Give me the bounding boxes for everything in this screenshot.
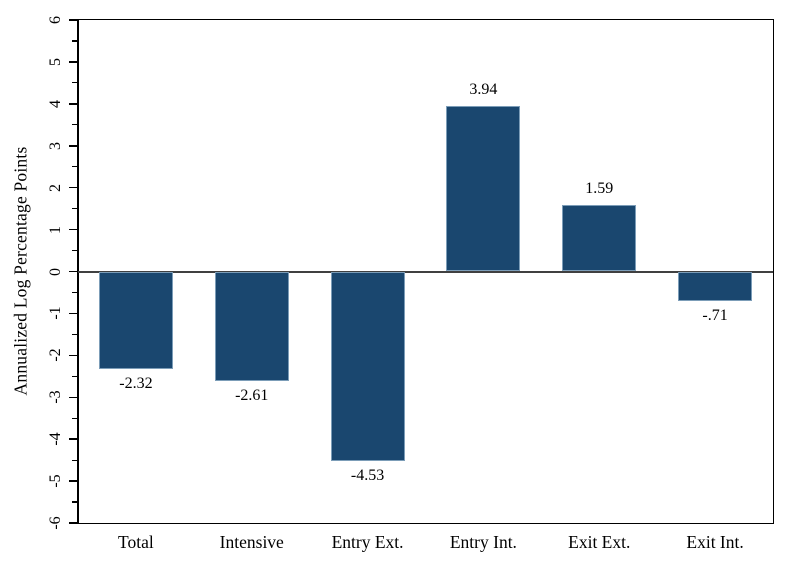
y-tick-label: 3 (47, 141, 64, 150)
bar-value-label-total: -2.32 (119, 374, 153, 392)
y-tick-label: -6 (47, 516, 64, 530)
bar-value-label-exit-ext: 1.59 (585, 179, 614, 197)
y-major-tick (69, 186, 77, 189)
y-major-tick (69, 354, 77, 357)
y-major-tick (69, 312, 77, 315)
bar-value-label-exit-int: -.71 (702, 307, 728, 325)
y-tick-label: 0 (47, 267, 64, 276)
y-minor-tick (72, 375, 77, 377)
x-tick-label-exit-int: Exit Int. (686, 532, 744, 552)
x-tick-label-entry-ext: Entry Ext. (331, 532, 404, 552)
y-minor-tick (72, 501, 77, 503)
bar-entry-ext (330, 271, 405, 462)
bar-value-label-entry-int: 3.94 (469, 81, 498, 99)
x-tick-label-exit-ext: Exit Ext. (568, 532, 631, 552)
y-tick-label: -5 (47, 474, 64, 488)
y-major-tick (69, 522, 77, 524)
y-major-tick (69, 228, 77, 231)
y-tick-label: 2 (47, 183, 64, 192)
y-major-tick (69, 396, 77, 398)
y-minor-tick (72, 124, 77, 126)
bar-exit-ext (562, 204, 637, 272)
x-tick-label-entry-int: Entry Int. (449, 532, 517, 552)
bar-intensive (214, 271, 289, 381)
y-tick-label: 1 (47, 225, 64, 234)
y-major-tick (69, 438, 77, 440)
y-tick-label: -3 (47, 390, 64, 404)
bar-exit-int (678, 271, 753, 302)
y-tick-label: -2 (47, 348, 64, 362)
y-minor-tick (72, 166, 77, 168)
y-tick-label: 6 (47, 16, 64, 24)
x-tick-label-total: Total (118, 532, 154, 552)
y-tick-label: 4 (47, 99, 64, 108)
y-minor-tick (72, 459, 77, 461)
y-tick-label: -4 (47, 432, 64, 446)
y-major-tick (69, 270, 77, 273)
y-minor-tick (72, 249, 77, 252)
bar-value-label-entry-ext: -4.53 (350, 467, 385, 485)
y-minor-tick (72, 208, 77, 210)
bar-entry-int (446, 106, 521, 272)
y-minor-tick (72, 333, 77, 335)
y-minor-tick (72, 40, 77, 42)
y-major-tick (69, 103, 77, 105)
y-minor-tick (72, 291, 77, 294)
y-major-tick (69, 480, 77, 482)
y-tick-label: -1 (47, 306, 64, 321)
y-minor-tick (72, 417, 77, 419)
zero-line (78, 270, 773, 273)
x-tick-label-intensive: Intensive (219, 532, 284, 552)
y-major-tick (69, 61, 77, 63)
bar-total (98, 271, 173, 369)
y-minor-tick (72, 82, 77, 84)
y-major-tick (69, 145, 77, 147)
bar-value-label-intensive: -2.61 (235, 386, 269, 404)
y-major-tick (69, 19, 77, 21)
y-tick-label: 5 (47, 57, 64, 66)
y-axis-title: Annualized Log Percentage Points (10, 146, 31, 396)
